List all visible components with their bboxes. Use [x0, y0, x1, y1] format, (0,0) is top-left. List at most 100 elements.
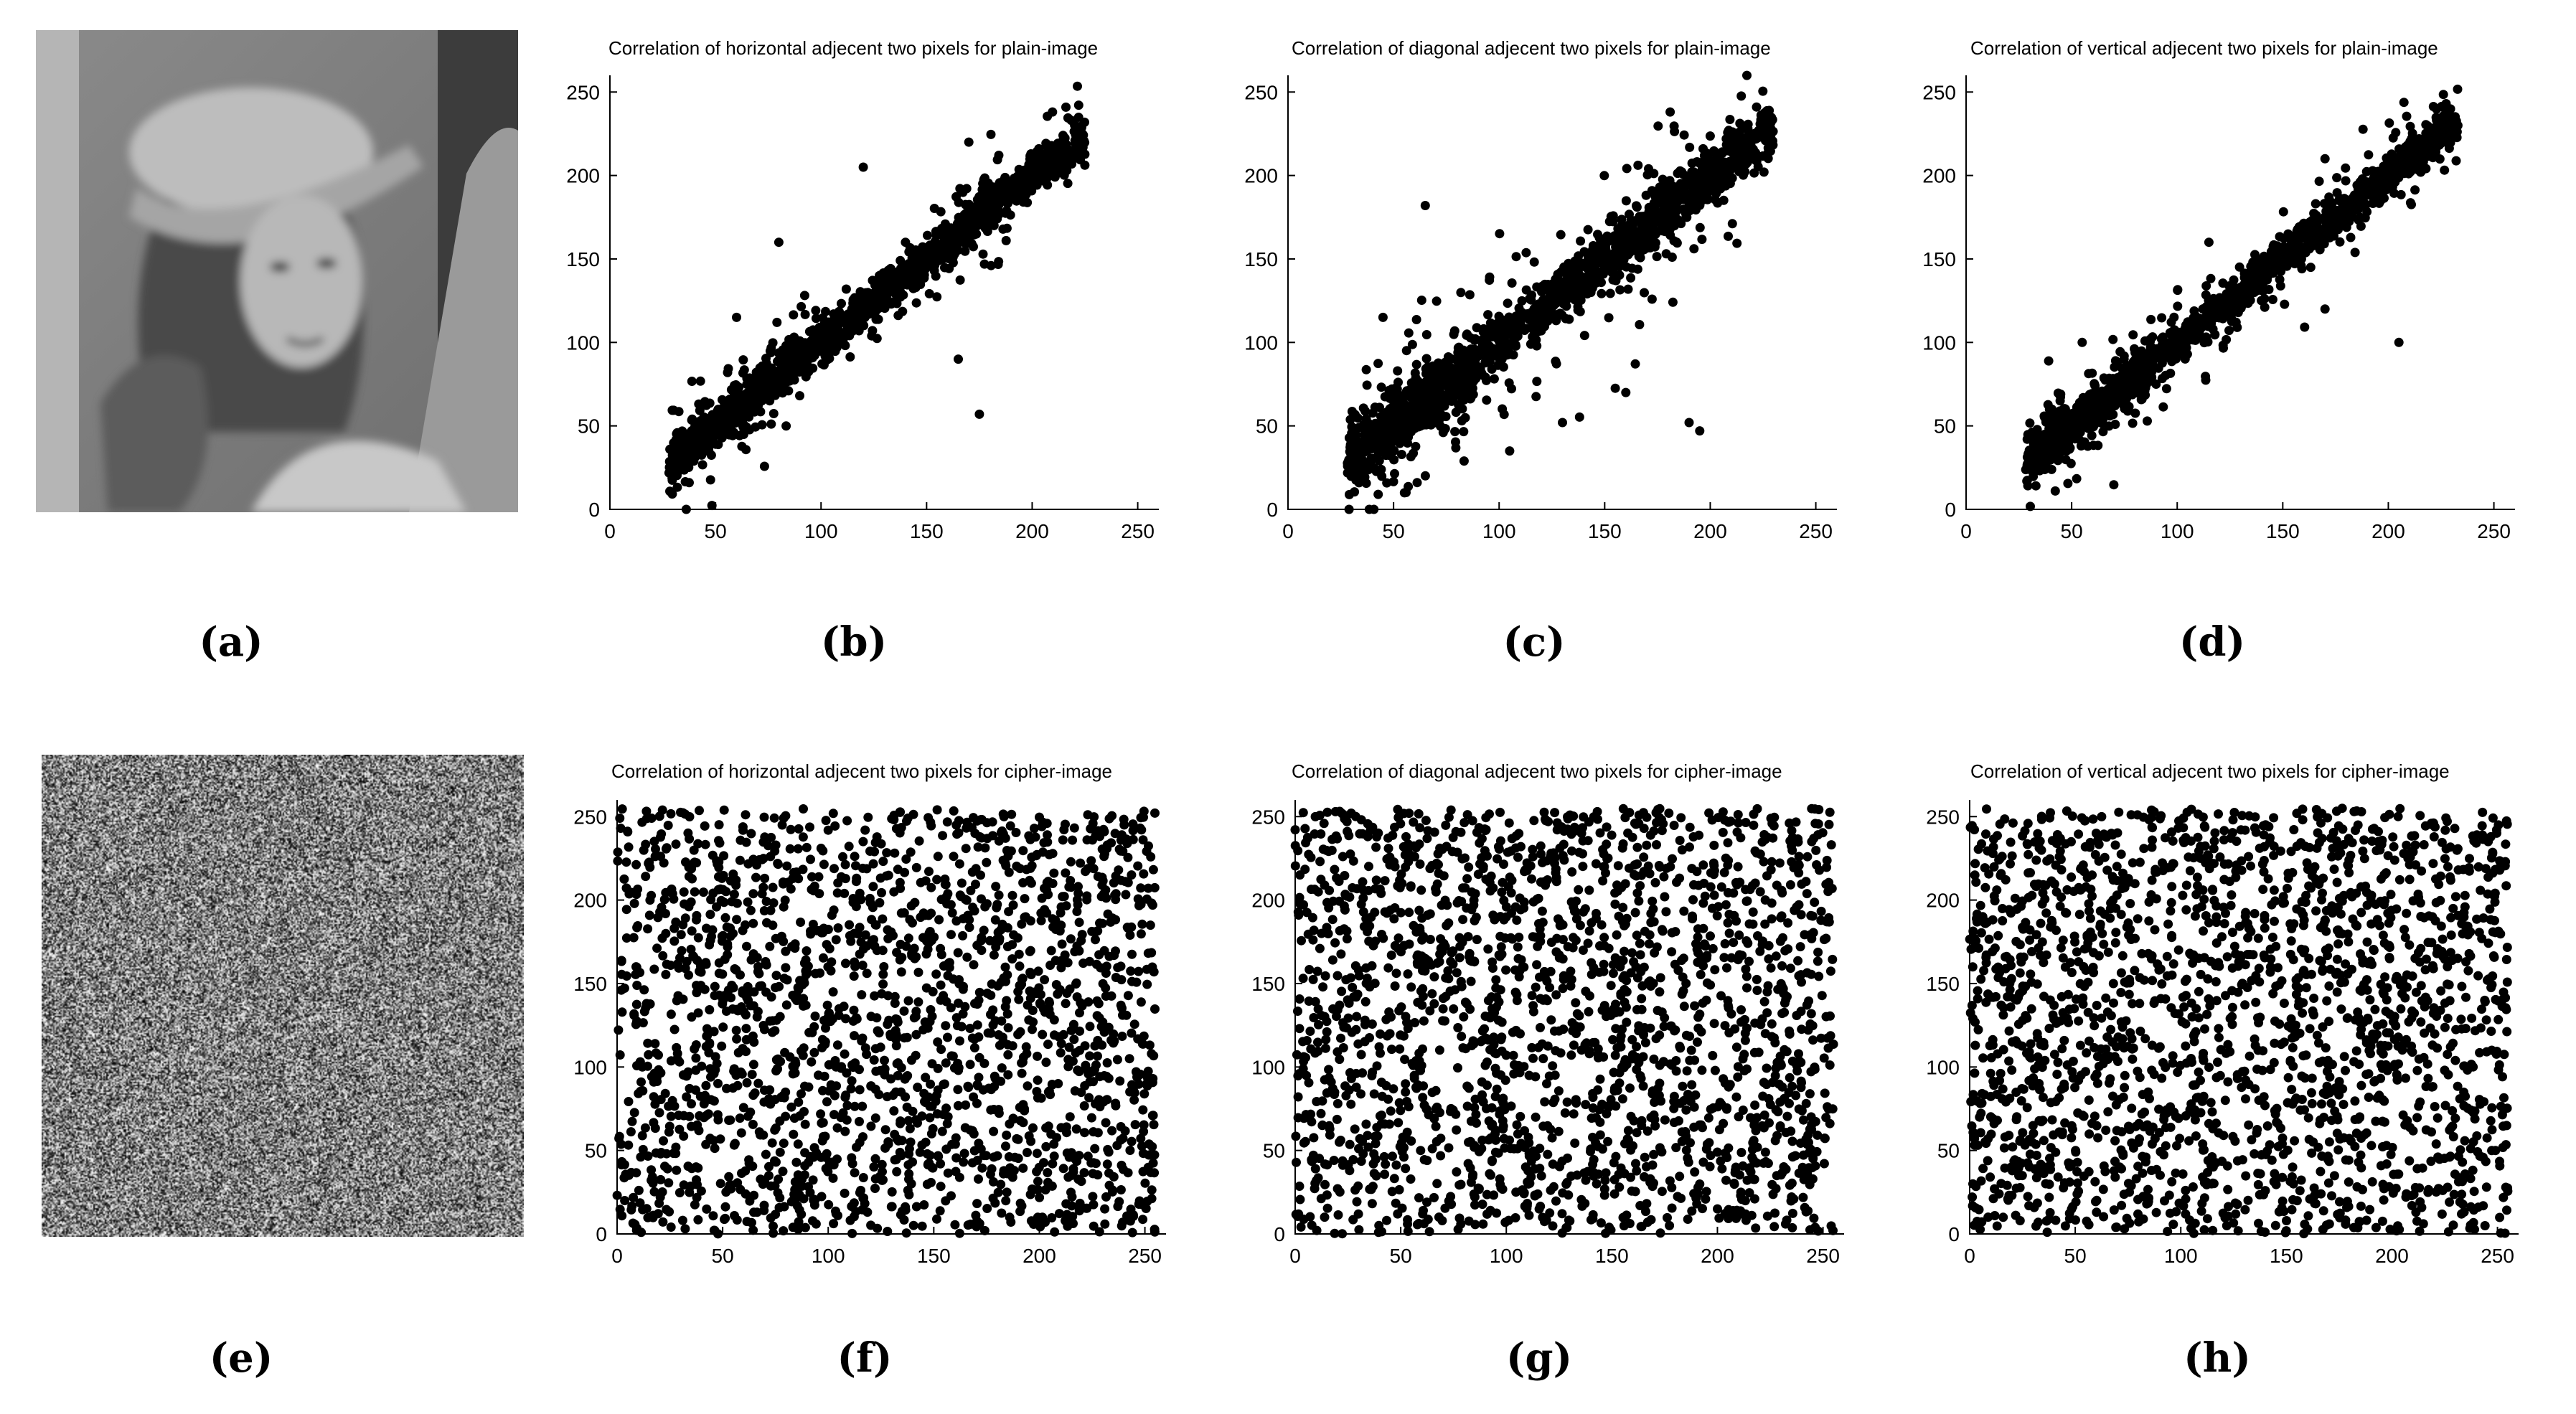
scatter-point: [1604, 313, 1614, 323]
scatter-point: [761, 372, 771, 382]
scatter-point: [2024, 448, 2034, 458]
scatter-point: [1541, 295, 1551, 305]
scatter-point: [2346, 232, 2356, 242]
scatter-point: [1532, 282, 1542, 292]
scatter-point: [768, 338, 778, 348]
scatter-point: [2151, 380, 2161, 389]
x-tick-label: 50: [2061, 520, 2083, 542]
scatter-point: [2234, 262, 2244, 272]
scatter-point: [1679, 186, 1689, 195]
scatter-point: [2117, 390, 2127, 400]
scatter-point: [1663, 189, 1673, 199]
scatter-point: [2063, 479, 2073, 489]
scatter-point: [1691, 157, 1701, 167]
scatter-point: [2079, 395, 2089, 405]
scatter-point: [1505, 446, 1515, 456]
scatter-point: [954, 225, 964, 235]
y-tick-label: 250: [566, 81, 600, 103]
scatter-point: [1456, 288, 1466, 298]
scatter-point: [1063, 113, 1073, 123]
scatter-point: [1610, 383, 1620, 393]
scatter-point: [2079, 437, 2090, 447]
scatter-point: [705, 420, 715, 430]
scatter-point: [2077, 337, 2087, 347]
scatter-point: [2357, 197, 2367, 207]
scatter-point: [1529, 257, 1539, 267]
scatter-point: [1514, 303, 1524, 314]
scatter-point: [644, 1050, 654, 1060]
x-tick-label: 250: [2477, 520, 2511, 542]
scatter-point: [1073, 139, 1083, 149]
scatter-point: [2389, 152, 2399, 162]
scatter-point: [2218, 278, 2228, 288]
scatter-point: [2143, 416, 2152, 426]
scatter-point: [1606, 212, 1616, 222]
scatter-point: [1420, 471, 1430, 481]
scatter-point: [2421, 120, 2431, 130]
scatter-point: [2437, 101, 2447, 111]
scatter-point: [1371, 418, 1381, 428]
scatter-point: [1503, 298, 1513, 308]
scatter-point: [2308, 230, 2318, 240]
scatter-point: [2278, 207, 2288, 217]
scatter-point: [1421, 392, 1432, 402]
scatter-point: [924, 288, 934, 298]
scatter-point: [842, 816, 852, 826]
scatter-point: [1347, 422, 1357, 432]
scatter-point: [788, 356, 798, 366]
scatter-point: [880, 282, 890, 292]
scatter-point: [928, 1123, 938, 1133]
scatter-point: [2181, 320, 2191, 330]
y-tick-label: 200: [573, 890, 607, 912]
scatter-point: [738, 355, 748, 365]
scatter-point: [1510, 321, 1520, 331]
scatter-point: [1751, 148, 1761, 158]
scatter-point: [1048, 107, 1058, 117]
scatter-point: [954, 237, 964, 247]
scatter-point: [980, 199, 990, 209]
scatter-point: [1429, 402, 1439, 413]
scatter-point: [2109, 480, 2119, 490]
scatter-point: [1376, 382, 1386, 392]
scatter-point: [771, 971, 781, 981]
scatter-point: [2105, 411, 2115, 421]
scatter-point: [1736, 152, 1746, 162]
scatter-point: [718, 421, 728, 430]
scatter-point: [2420, 148, 2430, 158]
x-tick-label: 200: [2371, 520, 2405, 542]
scatter-point: [1559, 262, 1569, 272]
scatter-point: [1475, 363, 1485, 372]
scatter-point: [867, 331, 877, 341]
scatter-point: [2266, 260, 2276, 270]
scatter-point: [1404, 432, 1414, 442]
scatter-point: [854, 326, 864, 336]
scatter-point: [728, 430, 738, 440]
y-tick-label: 250: [573, 806, 607, 828]
scatter-point: [1042, 154, 1052, 164]
scatter-point: [2194, 319, 2203, 329]
scatter-point: [898, 306, 908, 316]
scatter-point: [2375, 196, 2385, 206]
scatter-point: [1358, 420, 1368, 430]
scatter-point: [672, 429, 682, 439]
scatter-point: [2090, 406, 2100, 416]
x-tick-label: 150: [1588, 520, 1622, 542]
scatter-point: [2165, 328, 2175, 338]
scatter-point: [2364, 150, 2374, 160]
scatter-point: [1640, 288, 1649, 298]
scatter-point: [1375, 402, 1384, 413]
scatter-point: [1019, 184, 1029, 194]
scatter-point: [742, 374, 752, 383]
scatter-point: [1631, 227, 1641, 237]
scatter-point: [1696, 168, 1706, 178]
scatter-point: [693, 1215, 703, 1225]
scatter-point: [2320, 154, 2330, 164]
scatter-point: [1460, 413, 1470, 423]
scatter-point: [732, 312, 741, 322]
scatter-point: [1576, 288, 1586, 298]
scatter-point: [1444, 355, 1454, 365]
scatter-point: [1671, 202, 1681, 212]
scatter-point: [2361, 166, 2371, 176]
scatter-point: [1577, 279, 1587, 289]
scatter-point: [1626, 273, 1636, 283]
